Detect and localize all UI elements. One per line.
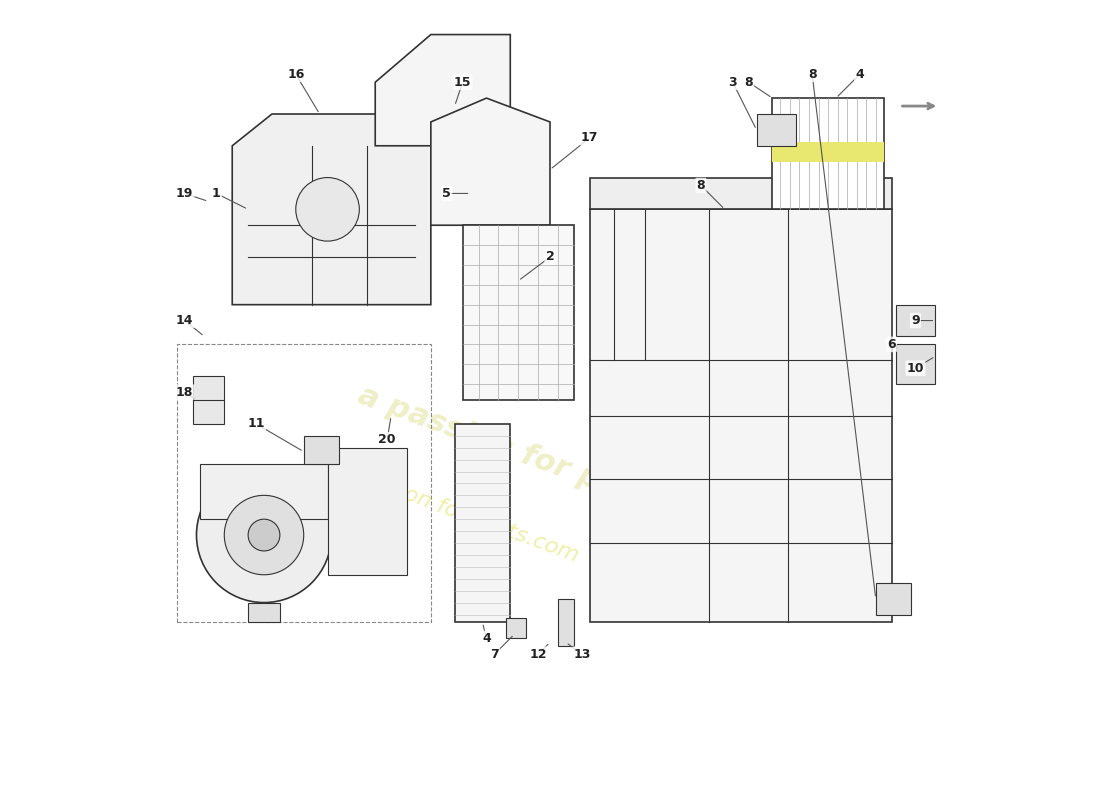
Polygon shape — [431, 98, 550, 226]
Text: 11: 11 — [248, 418, 265, 430]
Text: 19: 19 — [176, 187, 194, 200]
Bar — [772, 142, 883, 162]
Bar — [177, 344, 431, 622]
Polygon shape — [375, 34, 510, 146]
Bar — [876, 582, 912, 614]
Bar — [772, 98, 883, 210]
Text: 17: 17 — [581, 131, 598, 144]
Text: 7: 7 — [490, 648, 498, 661]
Text: 5: 5 — [442, 187, 451, 200]
Bar — [249, 602, 279, 622]
Text: 6: 6 — [888, 338, 895, 351]
Text: 15: 15 — [454, 76, 472, 89]
Bar — [895, 305, 935, 337]
Text: a passion for parts.com: a passion for parts.com — [328, 457, 582, 566]
Text: a passion for parts.com: a passion for parts.com — [354, 381, 746, 546]
Text: 1: 1 — [212, 187, 221, 200]
Circle shape — [197, 467, 331, 602]
Text: 18: 18 — [176, 386, 194, 398]
Polygon shape — [232, 114, 431, 305]
Text: 12: 12 — [529, 648, 547, 661]
Bar — [304, 436, 340, 463]
Text: 8: 8 — [807, 68, 816, 81]
Text: 8: 8 — [745, 76, 752, 89]
Text: 10: 10 — [906, 362, 924, 374]
Text: 9: 9 — [911, 314, 920, 327]
Polygon shape — [328, 448, 407, 574]
Text: 4: 4 — [856, 68, 865, 81]
Circle shape — [249, 519, 279, 551]
Text: 2: 2 — [546, 250, 554, 263]
Bar — [590, 178, 892, 210]
Text: 4: 4 — [482, 632, 491, 645]
Text: 16: 16 — [287, 68, 305, 81]
Circle shape — [224, 495, 304, 574]
Bar — [454, 424, 510, 622]
Bar — [895, 344, 935, 384]
Bar — [757, 114, 796, 146]
Bar — [590, 210, 892, 622]
Text: 8: 8 — [696, 179, 705, 192]
Text: 14: 14 — [176, 314, 194, 327]
Bar — [192, 376, 224, 424]
Text: 3: 3 — [728, 76, 737, 89]
Bar — [463, 226, 574, 400]
Text: 13: 13 — [573, 648, 591, 661]
Polygon shape — [200, 463, 328, 519]
Bar — [506, 618, 526, 638]
Text: 20: 20 — [378, 434, 396, 446]
Circle shape — [296, 178, 360, 241]
Bar — [558, 598, 574, 646]
